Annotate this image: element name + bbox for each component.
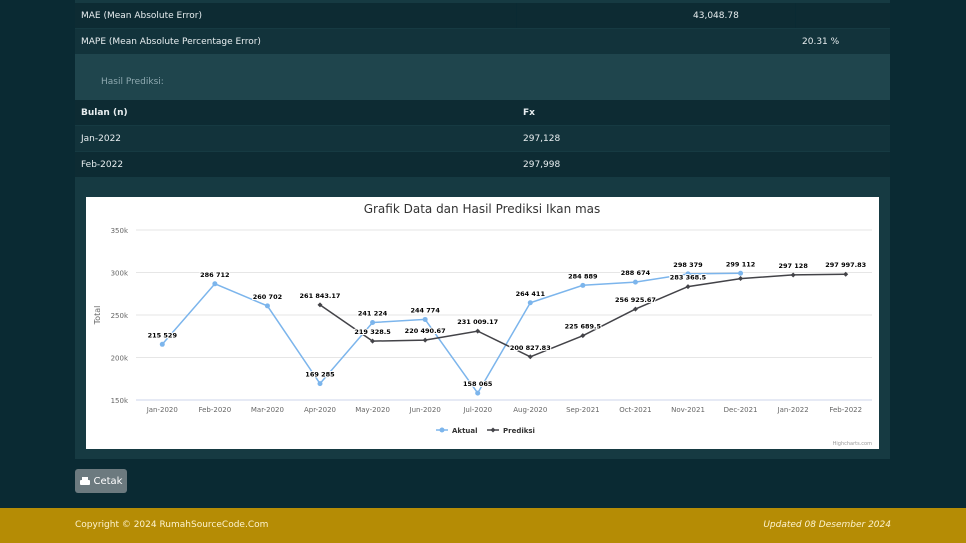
print-button-label: Cetak xyxy=(93,475,123,487)
data-point[interactable] xyxy=(790,272,796,278)
mae-value: 43,048.78 xyxy=(693,10,739,21)
data-point[interactable] xyxy=(632,306,638,312)
y-tick-label: 250k xyxy=(111,312,129,320)
data-point[interactable] xyxy=(159,341,165,347)
data-label: 231 009.17 xyxy=(457,318,498,326)
data-point[interactable] xyxy=(632,279,638,285)
data-point[interactable] xyxy=(843,271,849,277)
print-button[interactable]: Cetak xyxy=(75,469,127,493)
prediction-heading-bar: Hasil Prediksi: xyxy=(75,54,890,100)
data-point[interactable] xyxy=(580,333,586,339)
mape-row: MAPE (Mean Absolute Percentage Error) 20… xyxy=(75,29,890,54)
mae-row: MAE (Mean Absolute Error) 43,048.78 xyxy=(75,3,890,28)
data-label: 225 689.5 xyxy=(565,323,602,331)
data-point[interactable] xyxy=(317,302,323,308)
data-label: 244 774 xyxy=(410,306,440,314)
legend-item-prediksi[interactable]: Prediksi xyxy=(503,427,535,435)
table-row: Jan-2022 297,128 xyxy=(75,126,890,151)
data-label: 283 368.5 xyxy=(670,274,707,282)
x-tick-label: Sep-2021 xyxy=(566,406,600,414)
data-label: 288 674 xyxy=(621,269,651,277)
printer-icon xyxy=(79,476,90,486)
data-point[interactable] xyxy=(370,338,376,344)
data-point[interactable] xyxy=(475,390,481,396)
y-tick-label: 150k xyxy=(111,397,129,405)
prediction-header-row: Bulan (n) Fx xyxy=(75,100,890,125)
data-point[interactable] xyxy=(422,337,428,343)
x-tick-label: Feb-2022 xyxy=(829,406,862,414)
chart-container: Grafik Data dan Hasil Prediksi Ikan mas … xyxy=(86,197,879,449)
mape-label: MAPE (Mean Absolute Percentage Error) xyxy=(81,36,261,47)
result-panel: MAE (Mean Absolute Error) 43,048.78 MAPE… xyxy=(75,0,890,459)
data-label: 158 065 xyxy=(463,380,493,388)
mape-value: 20.31 % xyxy=(802,36,840,47)
x-tick-label: Jan-2022 xyxy=(777,406,809,414)
chart-credits[interactable]: Highcharts.com xyxy=(833,441,872,447)
x-tick-label: Dec-2021 xyxy=(724,406,758,414)
data-label: 200 827.83 xyxy=(510,344,551,352)
series-line-aktual[interactable] xyxy=(161,272,741,395)
row-fx: 297,128 xyxy=(523,133,561,144)
data-point[interactable] xyxy=(475,328,481,334)
data-label: 264 411 xyxy=(516,290,546,298)
legend-marker[interactable] xyxy=(490,427,496,433)
row-month: Feb-2022 xyxy=(81,159,124,170)
table-row: Feb-2022 297,998 xyxy=(75,152,890,177)
data-label: 298 379 xyxy=(673,261,703,269)
data-label: 219 328.5 xyxy=(354,328,391,336)
data-label: 220 490.67 xyxy=(405,327,446,335)
x-tick-label: Oct-2021 xyxy=(619,406,651,414)
line-chart: Grafik Data dan Hasil Prediksi Ikan mas … xyxy=(93,202,872,447)
data-point[interactable] xyxy=(264,303,270,309)
data-point[interactable] xyxy=(580,282,586,288)
legend-marker[interactable] xyxy=(439,427,445,433)
data-point[interactable] xyxy=(422,316,428,322)
x-tick-label: Aug-2020 xyxy=(513,406,547,414)
row-fx: 297,998 xyxy=(523,159,561,170)
data-label: 284 889 xyxy=(568,272,598,280)
data-point[interactable] xyxy=(317,381,323,387)
data-label: 241 224 xyxy=(358,309,388,317)
data-label: 215 529 xyxy=(148,331,178,339)
data-label: 297 997.83 xyxy=(825,261,866,269)
data-point[interactable] xyxy=(370,319,376,325)
data-point[interactable] xyxy=(212,281,218,287)
y-tick-label: 200k xyxy=(111,355,129,363)
col-fx-header: Fx xyxy=(523,107,535,118)
prediction-heading: Hasil Prediksi: xyxy=(101,77,164,87)
legend-item-aktual[interactable]: Aktual xyxy=(452,427,478,435)
data-label: 169 285 xyxy=(305,371,335,379)
x-tick-label: Feb-2020 xyxy=(198,406,231,414)
row-month: Jan-2022 xyxy=(81,133,122,144)
footer: Copyright © 2024 RumahSourceCode.Com Upd… xyxy=(0,508,966,543)
footer-copyright: Copyright © 2024 RumahSourceCode.Com xyxy=(75,520,269,530)
data-point[interactable] xyxy=(685,271,691,277)
data-point[interactable] xyxy=(527,300,533,306)
col-month-header: Bulan (n) xyxy=(81,107,128,118)
data-point[interactable] xyxy=(738,270,744,276)
data-label: 256 925.67 xyxy=(615,296,656,304)
x-tick-label: Apr-2020 xyxy=(304,406,336,414)
y-tick-label: 300k xyxy=(111,270,129,278)
mae-label: MAE (Mean Absolute Error) xyxy=(81,10,203,21)
data-label: 261 843.17 xyxy=(300,292,341,300)
data-label: 299 112 xyxy=(726,260,755,268)
data-label: 297 128 xyxy=(778,262,808,270)
data-point[interactable] xyxy=(738,276,744,282)
x-tick-label: Mar-2020 xyxy=(251,406,284,414)
footer-updated: Updated 08 Desember 2024 xyxy=(763,520,891,530)
data-point[interactable] xyxy=(527,354,533,360)
x-tick-label: Jan-2020 xyxy=(146,406,178,414)
chart-title: Grafik Data dan Hasil Prediksi Ikan mas xyxy=(364,202,601,216)
data-point[interactable] xyxy=(685,284,691,290)
y-axis-label: Total xyxy=(93,306,102,326)
x-tick-label: Jun-2020 xyxy=(409,406,441,414)
x-tick-label: Nov-2021 xyxy=(671,406,705,414)
y-tick-label: 350k xyxy=(111,227,129,235)
data-label: 260 702 xyxy=(253,293,282,301)
data-label: 286 712 xyxy=(200,271,229,279)
x-tick-label: Jul-2020 xyxy=(462,406,492,414)
x-tick-label: May-2020 xyxy=(355,406,390,414)
